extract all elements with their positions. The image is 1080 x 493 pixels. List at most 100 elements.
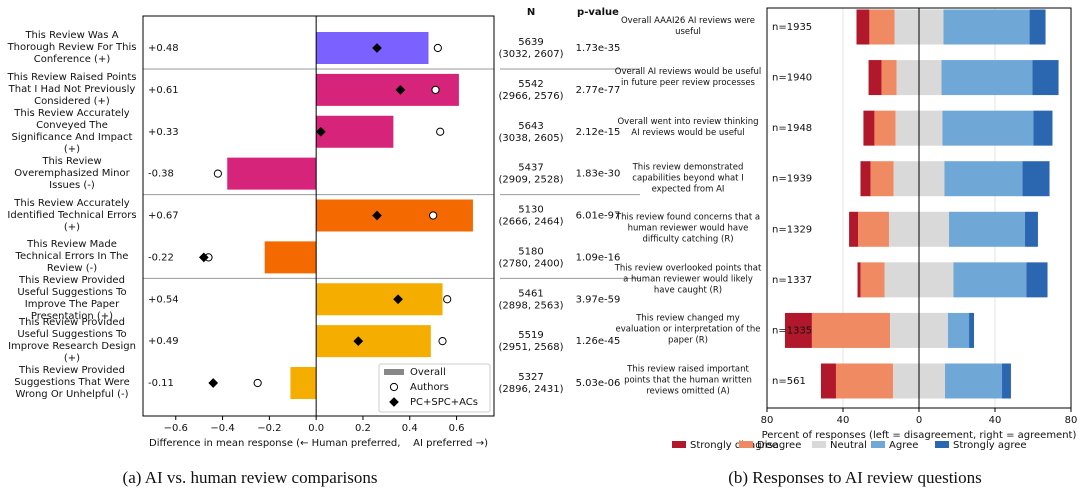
marker-authors (443, 295, 452, 304)
category-label: This Review Provided Suggestions That We… (14, 365, 130, 400)
category-label: This Review Provided Useful Suggestions … (8, 317, 136, 365)
value-label: +0.33 (148, 127, 179, 138)
bar (264, 241, 317, 274)
bar-segment (860, 161, 871, 197)
n-split: (2898, 2563) (498, 300, 563, 311)
category-label: This Review Provided Useful Suggestions … (17, 275, 127, 323)
plot-frame (142, 15, 495, 417)
category-label: This review changed my evaluation or int… (615, 313, 761, 346)
bar-segment (811, 312, 891, 348)
marker-authors (433, 43, 442, 53)
legend-swatch (739, 441, 753, 448)
bar-segment (969, 312, 975, 348)
n-label: n=1337 (772, 275, 812, 286)
marker-pc (395, 84, 406, 95)
n-label: n=561 (772, 376, 806, 387)
x-tick-label: 0 (916, 415, 922, 426)
bar (316, 115, 394, 148)
n-label: n=1940 (772, 73, 812, 84)
marker-pc (393, 294, 404, 305)
category-label: This Review Made Technical Errors In The… (15, 239, 129, 275)
legend-label: PC+SPC+ACs (410, 397, 478, 408)
marker-authors (253, 378, 262, 388)
n-split: (2666, 2464) (498, 217, 563, 228)
n-value: 5643 (518, 121, 543, 132)
bar (316, 325, 431, 358)
legend-box (378, 363, 491, 413)
bar-segment (1032, 60, 1059, 96)
x-tick-label: 0.4 (402, 423, 418, 434)
value-label: -0.11 (148, 378, 174, 389)
bar (227, 157, 317, 190)
marker-pc (208, 378, 219, 388)
x-tick-label: 0.0 (308, 423, 324, 434)
bar-segment (944, 161, 1023, 197)
bar-segment (945, 363, 1003, 399)
bar-segment (947, 312, 970, 348)
x-tick-label: 40 (837, 415, 850, 426)
bar-segment (856, 9, 870, 45)
value-label: -0.22 (148, 252, 174, 263)
n-value: 5639 (518, 37, 543, 48)
bar-segment (943, 9, 1030, 45)
bar-segment (1033, 110, 1053, 146)
category-label: Overall AI reviews would be useful in fu… (614, 66, 762, 88)
marker-pc (315, 126, 326, 137)
n-value: 5542 (518, 79, 543, 90)
x-axis-label: Difference in mean response (← Human pre… (149, 438, 488, 449)
category-label: This Review Raised Points That I Had Not… (7, 71, 137, 107)
value-label: +0.67 (148, 211, 179, 222)
n-split: (2951, 2568) (498, 342, 563, 353)
bar-segment (874, 110, 896, 146)
legend-label: Strongly disagree (690, 440, 778, 451)
bar-segment (1026, 262, 1048, 298)
x-axis-label: Percent of responses (left = disagreemen… (762, 430, 1077, 441)
marker-authors (431, 85, 440, 94)
category-label: Overall AAAI26 AI reviews were useful (620, 16, 755, 37)
marker-authors (213, 169, 222, 178)
n-split: (2909, 2528) (498, 175, 563, 186)
category-label: This Review Was A Thorough Review For Th… (7, 30, 137, 65)
category-label: This Review Overemphasized Minor Issues … (14, 155, 130, 191)
p-value: 1.09e-16 (576, 252, 621, 263)
category-label: This review found concerns that a human … (615, 212, 761, 245)
legend-label: Agree (889, 440, 918, 451)
bar-segment (941, 60, 1033, 96)
n-split: (2966, 2576) (498, 91, 563, 102)
bar-segment (1025, 211, 1038, 247)
n-value: 5180 (518, 246, 543, 257)
x-tick-label: 40 (989, 415, 1002, 426)
bar-segment (949, 211, 1026, 247)
marker-pc (389, 397, 399, 407)
bar-segment (953, 262, 1027, 298)
bar-segment (784, 312, 812, 348)
legend-label: Overall (410, 367, 446, 378)
value-label: +0.48 (148, 43, 179, 54)
p-value: 2.77e-77 (576, 85, 621, 96)
bar (316, 283, 443, 316)
value-label: -0.38 (148, 169, 174, 180)
marker-authors (389, 382, 399, 392)
x-tick-label: −0.4 (210, 423, 234, 434)
category-label: This Review Accurately Conveyed The Sign… (11, 107, 133, 155)
n-value: 5130 (518, 205, 543, 216)
p-value: 1.73e-35 (576, 43, 621, 54)
n-value: 5327 (518, 372, 543, 383)
table-header: N (527, 7, 535, 18)
legend-label: Neutral (830, 440, 867, 451)
bar-segment (849, 211, 859, 247)
n-split: (2896, 2431) (498, 384, 563, 395)
n-label: n=1335 (772, 325, 812, 336)
n-split: (3032, 2607) (498, 49, 563, 60)
bar-segment (1029, 9, 1046, 45)
legend-swatch (384, 369, 404, 375)
bar (316, 199, 473, 232)
p-value: 1.26e-45 (576, 336, 621, 347)
x-tick-label: 0.2 (355, 423, 371, 434)
value-label: +0.49 (148, 336, 179, 347)
marker-pc (372, 210, 382, 221)
legend-label: Disagree (757, 440, 801, 451)
legend-swatch (935, 441, 949, 448)
